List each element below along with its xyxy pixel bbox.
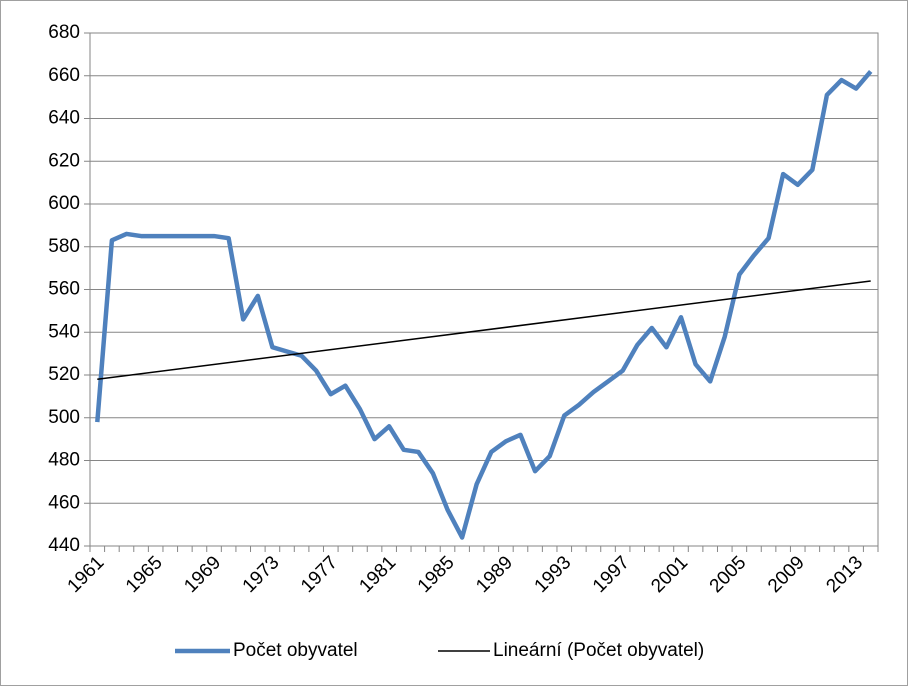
y-tick-label: 540: [48, 321, 80, 342]
y-tick-label: 460: [48, 492, 80, 513]
legend-label: Lineární (Počet obyvatel): [493, 640, 704, 661]
y-tick-label: 600: [48, 193, 80, 214]
trend-line: [97, 280, 871, 381]
legend-label: Počet obyvatel: [233, 640, 358, 661]
data-line: [95, 70, 873, 540]
y-tick-label: 620: [48, 150, 80, 171]
y-tick-label: 440: [48, 535, 80, 556]
y-tick-label: 480: [48, 450, 80, 471]
y-tick-label: 520: [48, 364, 80, 385]
y-tick-label: 680: [48, 22, 80, 43]
y-tick-label: 500: [48, 407, 80, 428]
y-tick-label: 580: [48, 236, 80, 257]
y-tick-label: 640: [48, 108, 80, 129]
y-tick-label: 660: [48, 65, 80, 86]
y-tick-label: 560: [48, 279, 80, 300]
